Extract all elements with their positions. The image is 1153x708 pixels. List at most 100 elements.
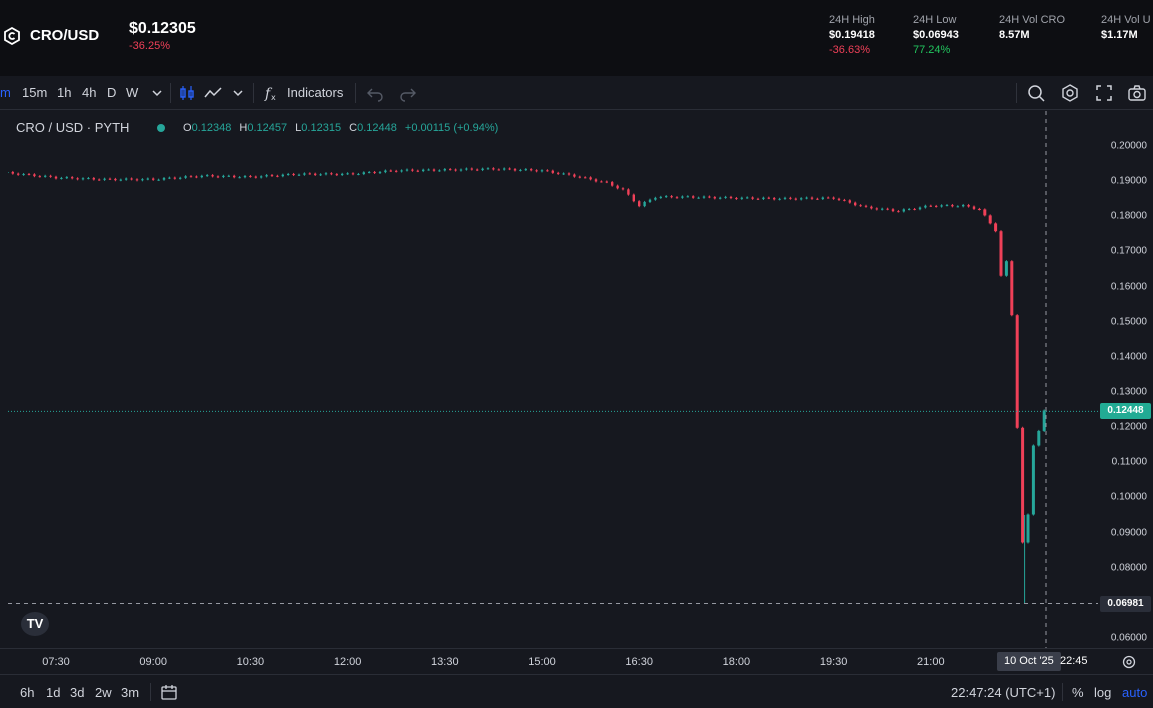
range-3m[interactable]: 3m <box>121 685 140 700</box>
price-axis[interactable]: 0.20000 0.19000 0.18000 0.17000 0.16000 0.150… <box>1098 111 1153 648</box>
fullscreen-icon[interactable] <box>1094 83 1114 103</box>
chevron-down-icon[interactable] <box>147 83 167 103</box>
range-3d[interactable]: 3d <box>70 685 85 700</box>
candles-icon[interactable] <box>177 83 197 103</box>
undo-icon[interactable] <box>365 83 385 103</box>
clock[interactable]: 22:47:24 (UTC+1) <box>951 685 1056 700</box>
time-tick-label: 09:00 <box>139 656 167 668</box>
stat-label: 24H Low <box>913 14 957 26</box>
range-1d[interactable]: 1d <box>46 685 61 700</box>
candle-body <box>324 173 328 175</box>
crosshair-date-label: 10 Oct '25 <box>997 652 1061 671</box>
price-chart[interactable] <box>8 111 1098 648</box>
candle-body <box>76 178 79 180</box>
candle-body <box>211 175 214 177</box>
time-tick-label: 15:00 <box>528 656 556 668</box>
auto-scale-toggle[interactable]: auto <box>1122 685 1148 700</box>
candle-body <box>346 173 349 175</box>
time-tick-label: 21:00 <box>917 656 945 668</box>
candle-body <box>816 198 819 200</box>
camera-icon[interactable] <box>1127 83 1147 103</box>
candle-body <box>562 173 565 175</box>
candle-body <box>546 170 549 172</box>
interval-4h[interactable]: 4h <box>82 85 97 100</box>
candle-body <box>881 208 884 210</box>
candle-body <box>567 173 571 175</box>
date-range-icon[interactable] <box>160 683 178 701</box>
interval-1m[interactable]: m <box>0 85 11 100</box>
interval-day[interactable]: D <box>107 85 117 100</box>
candle-body <box>627 189 630 195</box>
candle-body <box>416 170 419 172</box>
chart-canvas[interactable] <box>8 111 1098 648</box>
candle-body <box>897 211 900 213</box>
range-6h[interactable]: 6h <box>20 685 35 700</box>
time-axis[interactable]: 10 Oct '25 22:45 07:30 09:00 10:30 12:00 13:… <box>0 648 1153 674</box>
candle-body <box>179 177 182 179</box>
price-tick-label: 0.19000 <box>1110 175 1147 187</box>
interval-1h[interactable]: 1h <box>57 85 72 100</box>
candle-body <box>578 176 581 178</box>
candle-body <box>994 223 998 232</box>
candle-body <box>810 197 814 199</box>
interval-15m[interactable]: 15m <box>22 85 48 100</box>
candle-body <box>1004 261 1008 276</box>
candle-body <box>929 205 932 207</box>
settings-icon[interactable] <box>1060 83 1080 103</box>
time-tick-label: 12:00 <box>333 656 362 668</box>
ohlc-close: 0.12448 <box>357 122 397 134</box>
axis-settings-icon[interactable] <box>1121 654 1137 670</box>
candle-body <box>573 174 576 177</box>
chevron-down-icon[interactable] <box>228 83 248 103</box>
candle-body <box>152 178 155 180</box>
candle-body <box>17 173 20 175</box>
candle-body <box>238 177 241 179</box>
ohlc-open: 0.12348 <box>191 122 232 134</box>
candle-body <box>103 178 106 180</box>
pair-name[interactable]: CRO/USD <box>30 27 100 44</box>
log-scale-toggle[interactable]: log <box>1094 685 1112 700</box>
candle-body <box>351 173 355 175</box>
candle-body <box>1021 427 1025 543</box>
candle-body <box>125 178 128 180</box>
candle-body <box>486 168 490 170</box>
candle-body <box>270 175 274 177</box>
candle-body <box>98 179 101 181</box>
interval-week[interactable]: W <box>126 85 139 100</box>
candle-body <box>513 169 517 171</box>
candle-body <box>886 208 889 210</box>
candle-body <box>54 176 58 179</box>
candle-body <box>233 175 236 178</box>
stat-24h-high: 24H High $0.19418 -36.63% <box>829 14 875 56</box>
candle-body <box>1026 514 1030 543</box>
fx-icon[interactable]: f x <box>262 83 282 103</box>
candle-body <box>988 215 992 224</box>
line-chart-icon[interactable] <box>203 83 223 103</box>
candle-body <box>195 176 198 178</box>
candle-body <box>135 179 139 181</box>
redo-icon[interactable] <box>398 83 418 103</box>
ohlc-open-label: O <box>183 122 192 134</box>
price-tick-label: 0.16000 <box>1110 281 1147 293</box>
percent-scale-toggle[interactable]: % <box>1072 685 1084 700</box>
range-2w[interactable]: 2w <box>95 685 112 700</box>
indicators-button[interactable]: Indicators <box>287 85 344 100</box>
candle-body <box>540 170 544 172</box>
candle-body <box>216 176 220 178</box>
stat-pct: 77.24% <box>913 44 951 56</box>
candle-body <box>675 197 679 199</box>
candle-body <box>508 168 511 170</box>
candle-body <box>616 185 619 189</box>
magnifier-icon[interactable] <box>1026 83 1046 103</box>
price-tick-label: 0.11000 <box>1111 456 1147 468</box>
candle-body <box>400 170 403 172</box>
candle-body <box>173 177 176 179</box>
ohlc-close-label: C <box>349 122 358 134</box>
time-tick-label: 18:00 <box>722 656 751 668</box>
tradingview-logo-icon[interactable]: TV <box>21 612 49 636</box>
price-tick-label: 0.12000 <box>1110 421 1147 433</box>
candle-body <box>843 199 846 201</box>
candle-body <box>519 169 522 171</box>
candle-body <box>551 170 554 173</box>
candle-body <box>189 176 193 178</box>
